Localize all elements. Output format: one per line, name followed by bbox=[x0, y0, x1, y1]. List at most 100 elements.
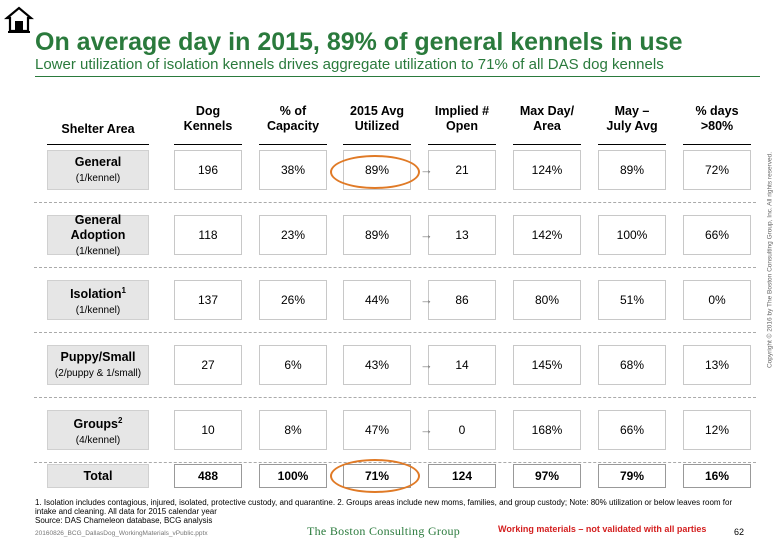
cell-c4: 0 bbox=[428, 410, 496, 450]
row-label-1: General Adoption (1/kennel) bbox=[47, 213, 149, 257]
cell-c1: 118 bbox=[174, 215, 242, 255]
cell-c4: 13 bbox=[428, 215, 496, 255]
arrow-right-icon: → bbox=[420, 162, 433, 177]
footnote-marker: 2 bbox=[118, 415, 123, 425]
header-line: Dog bbox=[195, 104, 221, 118]
arrow-right-icon: → bbox=[420, 422, 433, 437]
row-name: Groups2 bbox=[48, 413, 148, 432]
arrow-right-icon: → bbox=[420, 227, 433, 242]
arrow-right-icon: → bbox=[420, 292, 433, 307]
total-cell-c7: 16% bbox=[683, 464, 751, 488]
total-cell-c1: 488 bbox=[174, 464, 242, 488]
header-c3: 2015 Avg Utilized bbox=[343, 104, 411, 134]
header-c5: Max Day/Area bbox=[513, 104, 581, 134]
row-separator bbox=[34, 397, 756, 398]
footnote: 1. Isolation includes contagious, injure… bbox=[35, 498, 733, 516]
cell-c5: 145% bbox=[513, 345, 581, 385]
header-c4: Implied # Open bbox=[428, 104, 496, 134]
highlight-circle-total bbox=[330, 459, 420, 493]
cell-c6: 51% bbox=[598, 280, 666, 320]
working-materials-note: Working materials – not validated with a… bbox=[498, 524, 707, 534]
row-unit: (2/puppy & 1/small) bbox=[54, 368, 142, 379]
brand-name: The Boston Consulting Group bbox=[307, 524, 461, 538]
header-line: Capacity bbox=[266, 119, 320, 133]
cell-c7: 0% bbox=[683, 280, 751, 320]
header-underline bbox=[513, 144, 581, 145]
row-unit: (1/kennel) bbox=[75, 173, 121, 184]
page-subtitle: Lower utilization of isolation kennels d… bbox=[35, 56, 664, 73]
cell-c6: 68% bbox=[598, 345, 666, 385]
highlight-circle-general bbox=[330, 155, 420, 189]
header-line: Utilized bbox=[354, 119, 400, 133]
cell-c2: 8% bbox=[259, 410, 327, 450]
header-underline bbox=[259, 144, 327, 145]
row-unit: (1/kennel) bbox=[75, 245, 121, 257]
row-unit: (1/kennel) bbox=[75, 305, 121, 317]
row-label-0: General (1/kennel) bbox=[47, 150, 149, 190]
row-name-line: Isolation1 bbox=[70, 285, 126, 302]
header-line: Kennels bbox=[183, 119, 233, 133]
row-name-line: General bbox=[74, 212, 122, 227]
row-separator bbox=[34, 267, 756, 268]
header-line: 2015 Avg bbox=[350, 104, 404, 118]
cell-c5: 80% bbox=[513, 280, 581, 320]
row-name-line: General bbox=[74, 155, 122, 169]
row-separator bbox=[34, 332, 756, 333]
header-underline bbox=[428, 144, 496, 145]
row-unit: (4/kennel) bbox=[75, 435, 121, 447]
row-label-4: Groups2 (4/kennel) bbox=[47, 410, 149, 450]
cell-c3: 89% bbox=[343, 215, 411, 255]
cell-c4: 14 bbox=[428, 345, 496, 385]
header-underline bbox=[598, 144, 666, 145]
row-name: Puppy/Small bbox=[48, 350, 148, 365]
cell-c1: 27 bbox=[174, 345, 242, 385]
cell-c5: 168% bbox=[513, 410, 581, 450]
dog-house-icon bbox=[4, 6, 34, 33]
header-c1: Dog Kennels bbox=[174, 104, 242, 134]
header-line: >80% bbox=[700, 119, 734, 133]
row-name: General Adoption bbox=[48, 213, 148, 243]
cell-c2: 38% bbox=[259, 150, 327, 190]
header-c7: % days >80% bbox=[683, 104, 751, 134]
cell-c1: 196 bbox=[174, 150, 242, 190]
cell-c4: 86 bbox=[428, 280, 496, 320]
header-underline bbox=[343, 144, 411, 145]
header-line: Open bbox=[446, 119, 478, 133]
copyright-note: Copyright © 2016 by The Boston Consultin… bbox=[766, 151, 774, 369]
header-underline bbox=[174, 144, 242, 145]
header-line: Implied # bbox=[434, 104, 490, 118]
total-cell-c4: 124 bbox=[428, 464, 496, 488]
cell-c1: 10 bbox=[174, 410, 242, 450]
row-label-total: Total bbox=[47, 464, 149, 488]
total-name: Total bbox=[83, 468, 113, 483]
cell-c1: 137 bbox=[174, 280, 242, 320]
cell-c7: 72% bbox=[683, 150, 751, 190]
header-line: July Avg bbox=[606, 119, 658, 133]
cell-c6: 100% bbox=[598, 215, 666, 255]
cell-c3: 43% bbox=[343, 345, 411, 385]
header-line: % days bbox=[695, 104, 739, 118]
header-c2: % of Capacity bbox=[259, 104, 327, 134]
row-separator bbox=[34, 202, 756, 203]
cell-c6: 89% bbox=[598, 150, 666, 190]
cell-c3: 44% bbox=[343, 280, 411, 320]
arrow-right-icon: → bbox=[420, 357, 433, 372]
row-name-line: Groups2 bbox=[73, 415, 123, 432]
header-line: May – bbox=[614, 104, 650, 118]
header-underline bbox=[683, 144, 751, 145]
cell-c2: 6% bbox=[259, 345, 327, 385]
cell-c5: 124% bbox=[513, 150, 581, 190]
row-label-3: Puppy/Small (2/puppy & 1/small) bbox=[47, 345, 149, 385]
header-line: Area bbox=[533, 119, 561, 133]
header-line: % of bbox=[279, 104, 307, 118]
cell-c2: 26% bbox=[259, 280, 327, 320]
cell-c7: 13% bbox=[683, 345, 751, 385]
footnote-marker: 1 bbox=[121, 285, 126, 295]
row-name-line: Adoption bbox=[70, 227, 126, 242]
row-name-line: Puppy/Small bbox=[60, 350, 136, 364]
cell-c3: 47% bbox=[343, 410, 411, 450]
page-title: On average day in 2015, 89% of general k… bbox=[35, 28, 683, 56]
cell-c4: 21 bbox=[428, 150, 496, 190]
row-name: General bbox=[48, 155, 148, 170]
header-shelter-area: Shelter Area bbox=[61, 122, 135, 136]
